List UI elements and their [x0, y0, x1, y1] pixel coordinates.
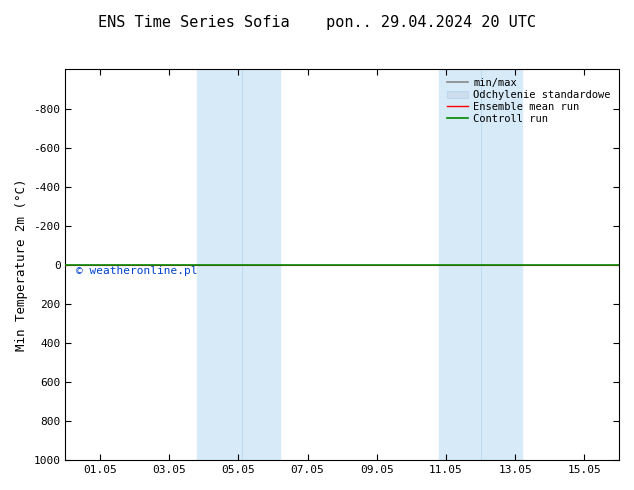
- Text: ENS Time Series Sofia    pon.. 29.04.2024 20 UTC: ENS Time Series Sofia pon.. 29.04.2024 2…: [98, 15, 536, 30]
- Legend: min/max, Odchylenie standardowe, Ensemble mean run, Controll run: min/max, Odchylenie standardowe, Ensembl…: [444, 74, 614, 127]
- Bar: [242, 70, 280, 460]
- Bar: [439, 70, 481, 460]
- Bar: [481, 70, 522, 460]
- Bar: [197, 70, 242, 460]
- Text: © weatheronline.pl: © weatheronline.pl: [77, 266, 198, 276]
- Y-axis label: Min Temperature 2m (°C): Min Temperature 2m (°C): [15, 178, 28, 351]
